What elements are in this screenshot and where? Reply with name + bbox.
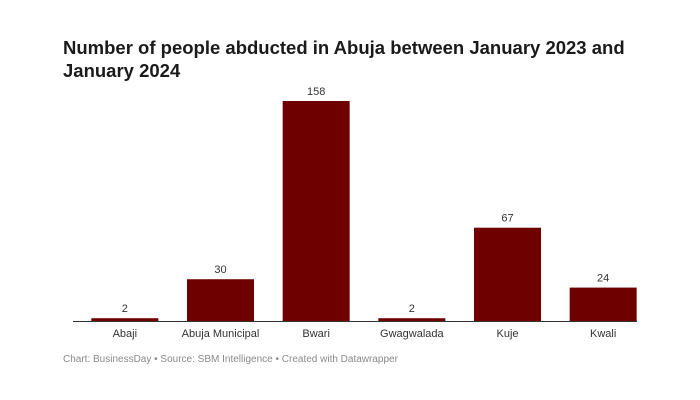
bar-kwali (569, 287, 637, 321)
category-label: Bwari (302, 328, 330, 340)
value-label: 30 (214, 264, 226, 276)
category-label: Abuja Municipal (182, 328, 260, 340)
bar-gwagwalada (378, 318, 446, 321)
value-label: 24 (597, 273, 609, 285)
value-label: 67 (501, 213, 513, 225)
category-label: Kuje (496, 328, 518, 340)
value-label: 2 (122, 303, 128, 315)
category-label: Abaji (113, 328, 137, 340)
value-label: 158 (307, 86, 325, 98)
chart-title: Number of people abducted in Abuja betwe… (63, 37, 625, 81)
labels-group: 2 Abaji 30 Abuja Municipal 158 Bwari 2 Gwagwala… (113, 86, 617, 340)
category-label: Kwali (590, 328, 616, 340)
bar-kuje (474, 227, 541, 321)
chart-footer: Chart: BusinessDay • Source: SBM Intelli… (63, 354, 398, 365)
category-label: Gwagwalada (380, 328, 444, 340)
value-label: 2 (409, 303, 415, 315)
bars-group (91, 101, 637, 321)
bar-bwari (282, 101, 350, 321)
bar-abaji (91, 318, 159, 321)
bar-abuja-municipal (187, 279, 254, 321)
